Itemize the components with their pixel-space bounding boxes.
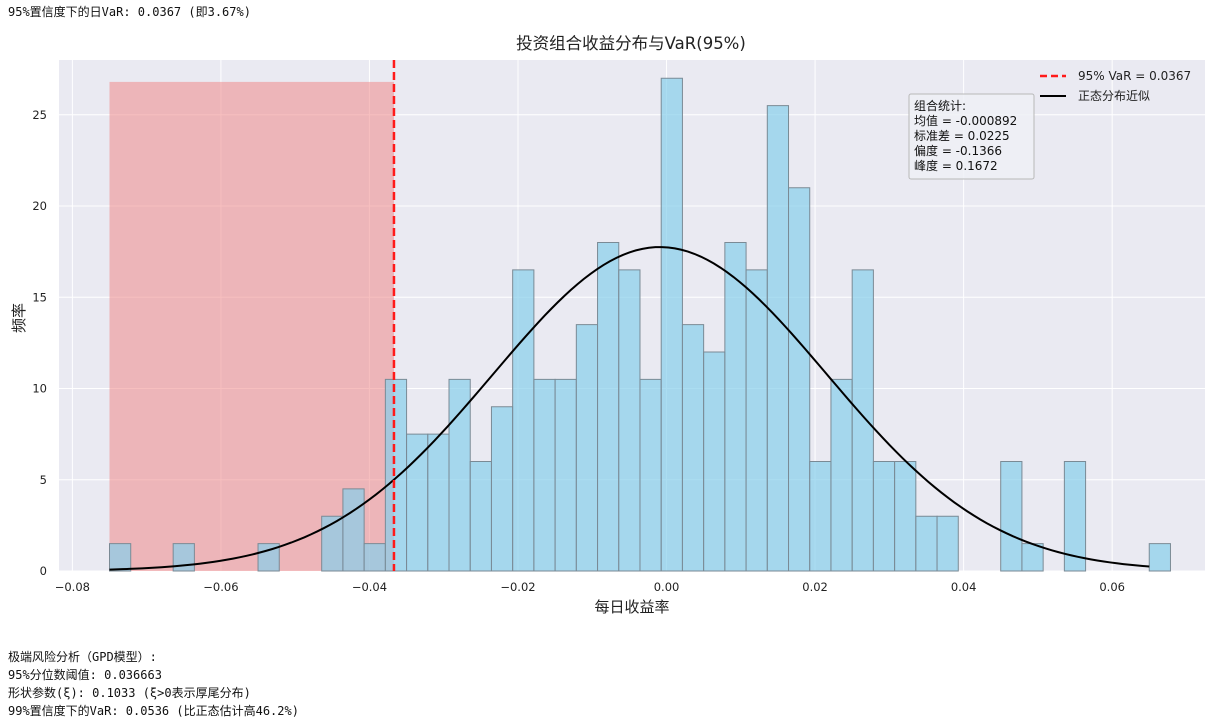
legend-var-label: 95% VaR = 0.0367 bbox=[1078, 69, 1191, 83]
histogram-bar bbox=[342, 488, 365, 572]
histogram-bar bbox=[872, 461, 896, 572]
histogram-bar bbox=[448, 378, 471, 572]
histogram-bar bbox=[363, 543, 386, 572]
histogram-bar bbox=[1000, 461, 1023, 572]
x-tick-label: −0.06 bbox=[203, 580, 238, 594]
histogram-bar bbox=[618, 269, 641, 572]
x-axis-title: 每日收益率 bbox=[594, 598, 669, 616]
y-tick-label: 10 bbox=[32, 382, 47, 396]
histogram-bar bbox=[915, 515, 938, 572]
histogram-bar bbox=[660, 77, 683, 572]
stats-line-std: 标准差 = 0.0225 bbox=[914, 129, 1010, 143]
histogram-bars bbox=[109, 77, 1171, 572]
histogram-bar bbox=[766, 105, 790, 572]
legend: 95% VaR = 0.0367 正态分布近似 bbox=[1040, 69, 1191, 103]
stats-line-skew: 偏度 = -0.1366 bbox=[914, 143, 1002, 158]
histogram-bar bbox=[597, 242, 620, 572]
x-tick-label: 0.06 bbox=[1099, 580, 1125, 594]
x-tick-label: 0.04 bbox=[951, 580, 977, 594]
gpd-threshold: 95%分位数阈值: 0.036663 bbox=[8, 668, 162, 682]
var-histogram-chart: 投资组合收益分布与VaR(95%) −0.08 −0.06 −0.04 −0.02 0.… bbox=[10, 34, 1205, 616]
y-tick-label: 0 bbox=[40, 564, 47, 578]
histogram-bar bbox=[681, 324, 705, 572]
histogram-bar bbox=[894, 461, 917, 572]
console-top-line: 95%置信度下的日VaR: 0.0367 (即3.67%) bbox=[8, 5, 251, 19]
legend-normal-label: 正态分布近似 bbox=[1078, 89, 1150, 103]
histogram-bar bbox=[809, 461, 832, 572]
histogram-bar bbox=[724, 242, 747, 572]
y-tick-label: 25 bbox=[32, 108, 47, 122]
histogram-bar bbox=[830, 378, 853, 572]
histogram-bar bbox=[745, 269, 768, 572]
histogram-bar bbox=[554, 378, 577, 572]
histogram-bar bbox=[490, 406, 514, 572]
x-tick-label: 0.02 bbox=[802, 580, 828, 594]
stats-line-mean: 均值 = -0.000892 bbox=[914, 113, 1017, 128]
stats-box: 组合统计: 均值 = -0.000892 标准差 = 0.0225 偏度 = -… bbox=[908, 93, 1035, 180]
y-tick-label: 20 bbox=[32, 199, 47, 213]
stats-box-frame bbox=[908, 93, 1035, 180]
x-tick-label: −0.02 bbox=[500, 580, 535, 594]
stats-line-header: 组合统计: bbox=[914, 98, 966, 113]
histogram-bar bbox=[533, 378, 556, 572]
histogram-bar bbox=[639, 378, 662, 572]
histogram-bar bbox=[109, 543, 132, 572]
histogram-bar bbox=[1063, 461, 1087, 572]
histogram-bar bbox=[575, 324, 599, 572]
gpd-heading: 极端风险分析（GPD模型）: bbox=[8, 650, 157, 664]
histogram-bar bbox=[1021, 543, 1044, 572]
histogram-bar bbox=[1148, 543, 1171, 572]
y-tick-label: 5 bbox=[40, 473, 47, 487]
x-tick-labels: −0.08 −0.06 −0.04 −0.02 0.00 0.02 0.04 0.06 bbox=[55, 580, 1125, 594]
histogram-bar bbox=[257, 543, 280, 572]
stats-line-kurt: 峰度 = 0.1672 bbox=[914, 158, 998, 173]
chart-title: 投资组合收益分布与VaR(95%) bbox=[516, 34, 746, 53]
normal-fit-curve bbox=[109, 246, 1150, 571]
histogram-bar bbox=[512, 269, 535, 572]
histogram-bar bbox=[427, 433, 450, 572]
histogram-bar bbox=[936, 515, 959, 572]
histogram-bar bbox=[469, 461, 492, 572]
gpd-var99: 99%置信度下的VaR: 0.0536 (比正态估计高46.2%) bbox=[8, 704, 299, 718]
histogram-bar bbox=[703, 351, 726, 572]
y-tick-label: 15 bbox=[32, 290, 47, 304]
y-axis-title: 频率 bbox=[10, 303, 28, 333]
histogram-bar bbox=[788, 187, 811, 572]
x-tick-label: −0.04 bbox=[352, 580, 387, 594]
histogram-bar bbox=[851, 269, 874, 572]
normal-curve-layer bbox=[109, 246, 1150, 571]
gpd-shape: 形状参数(ξ): 0.1033 (ξ>0表示厚尾分布) bbox=[8, 686, 251, 700]
histogram-bar bbox=[384, 378, 408, 572]
x-tick-label: 0.00 bbox=[654, 580, 680, 594]
x-tick-label: −0.08 bbox=[55, 580, 90, 594]
y-tick-labels: 0 5 10 15 20 25 bbox=[32, 108, 47, 578]
histogram-bar bbox=[406, 433, 429, 572]
